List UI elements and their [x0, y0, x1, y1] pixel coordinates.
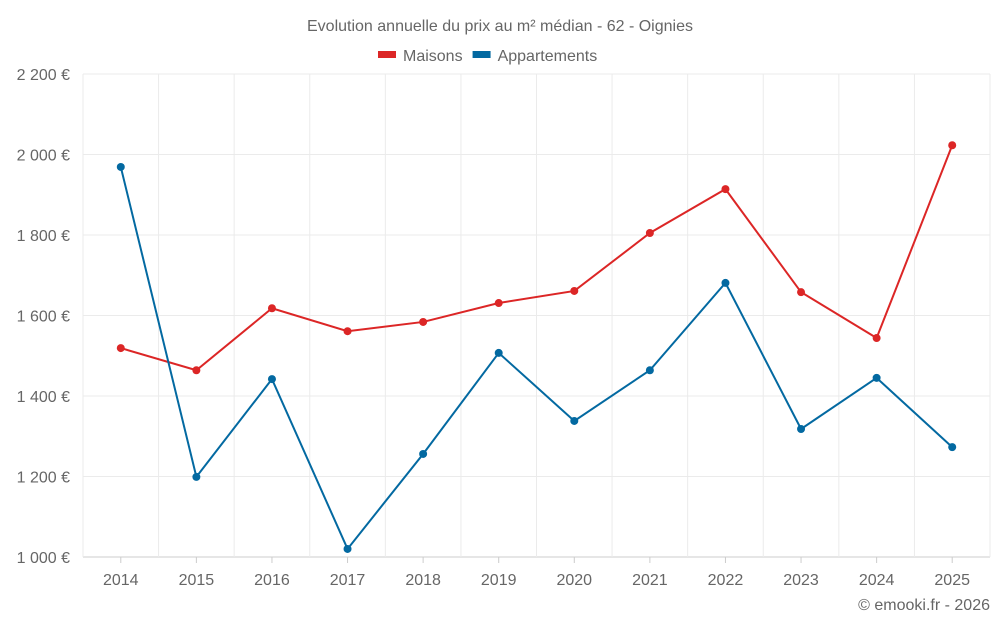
data-point[interactable]	[570, 286, 579, 295]
credit: © emooki.fr - 2026	[858, 597, 990, 614]
data-point[interactable]	[116, 344, 125, 353]
data-point[interactable]	[116, 162, 125, 171]
data-point[interactable]	[192, 366, 201, 375]
data-point[interactable]	[343, 327, 352, 336]
data-point[interactable]	[797, 425, 806, 434]
x-tick-label: 2014	[103, 572, 139, 589]
x-tick-label: 2021	[632, 572, 668, 589]
data-point[interactable]	[645, 366, 654, 375]
data-point[interactable]	[419, 449, 428, 458]
legend-swatch[interactable]	[378, 51, 396, 58]
x-tick-label: 2022	[708, 572, 744, 589]
data-point[interactable]	[948, 141, 957, 150]
data-point[interactable]	[192, 472, 201, 481]
data-point[interactable]	[797, 288, 806, 297]
series-line-maisons	[120, 144, 954, 372]
legend-swatch[interactable]	[472, 51, 491, 58]
x-tick-label: 2020	[556, 572, 592, 589]
x-tick-label: 2018	[405, 572, 441, 589]
data-point[interactable]	[494, 348, 503, 357]
x-tick-label: 2025	[934, 572, 970, 589]
y-tick-label: 2 200 €	[17, 67, 70, 84]
data-point[interactable]	[419, 317, 428, 326]
y-tick-label: 1 200 €	[17, 470, 70, 487]
legend-label[interactable]: Maisons	[403, 48, 463, 65]
x-tick-label: 2016	[254, 572, 290, 589]
data-point[interactable]	[267, 375, 276, 384]
legend-label[interactable]: Appartements	[498, 48, 598, 65]
data-point[interactable]	[872, 334, 881, 343]
x-tick-label: 2019	[481, 572, 517, 589]
series-line-appartements	[119, 166, 953, 551]
y-tick-label: 2 000 €	[17, 148, 70, 165]
y-tick-label: 1 800 €	[17, 228, 70, 245]
data-point[interactable]	[645, 228, 654, 237]
data-point[interactable]	[494, 299, 503, 308]
data-point[interactable]	[343, 544, 352, 553]
data-point[interactable]	[948, 443, 957, 452]
x-tick-label: 2015	[179, 572, 215, 589]
x-tick-label: 2017	[330, 572, 366, 589]
chart-title: Evolution annuelle du prix au m² médian …	[307, 18, 693, 35]
x-tick-label: 2024	[859, 572, 895, 589]
y-tick-label: 1 600 €	[17, 309, 70, 326]
data-point[interactable]	[570, 416, 579, 425]
y-tick-label: 1 000 €	[17, 550, 70, 567]
data-point[interactable]	[721, 185, 730, 194]
data-point[interactable]	[872, 373, 881, 382]
y-tick-label: 1 400 €	[17, 389, 70, 406]
data-point[interactable]	[721, 278, 730, 287]
data-point[interactable]	[267, 304, 276, 313]
x-tick-label: 2023	[783, 572, 819, 589]
